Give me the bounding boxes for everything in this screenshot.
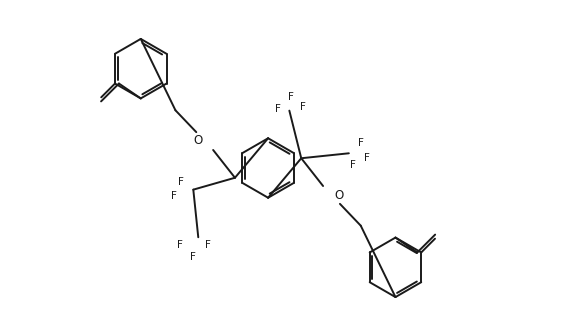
Text: O: O (193, 134, 202, 147)
Text: F: F (178, 240, 183, 250)
Text: F: F (179, 177, 184, 187)
Text: F: F (364, 153, 370, 163)
Text: F: F (274, 104, 280, 114)
Text: F: F (191, 252, 196, 262)
Text: F: F (300, 102, 306, 112)
Text: F: F (350, 160, 356, 170)
Text: O: O (334, 189, 343, 202)
Text: F: F (205, 240, 211, 250)
Text: F: F (288, 92, 294, 102)
Text: F: F (170, 191, 176, 201)
Text: F: F (358, 138, 364, 148)
